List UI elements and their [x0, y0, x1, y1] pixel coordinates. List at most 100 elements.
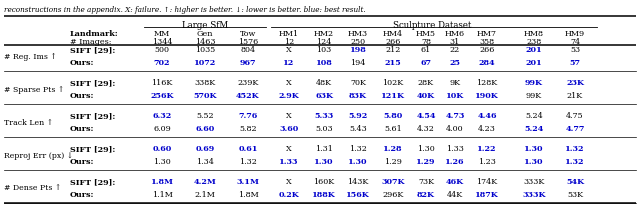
Text: HM6: HM6	[445, 30, 465, 38]
Text: 238: 238	[526, 38, 541, 46]
Text: 4.54: 4.54	[416, 112, 436, 120]
Text: 296K: 296K	[382, 191, 404, 199]
Text: 67: 67	[420, 59, 431, 67]
Text: 1.22: 1.22	[477, 145, 497, 153]
Text: 23K: 23K	[566, 79, 584, 87]
Text: 190K: 190K	[475, 92, 499, 100]
Text: 9K: 9K	[449, 79, 461, 87]
Text: 1.32: 1.32	[239, 158, 257, 166]
Text: 143K: 143K	[348, 178, 369, 186]
Text: 124: 124	[316, 38, 332, 46]
Text: 1.29: 1.29	[416, 158, 436, 166]
Text: 1.8M: 1.8M	[150, 178, 173, 186]
Text: 1.31: 1.31	[315, 145, 333, 153]
Text: 1.28: 1.28	[383, 145, 403, 153]
Text: 201: 201	[525, 59, 542, 67]
Text: 188K: 188K	[312, 191, 336, 199]
Text: 338K: 338K	[195, 79, 216, 87]
Text: HM3: HM3	[348, 30, 368, 38]
Text: 266: 266	[479, 46, 495, 54]
Text: 12: 12	[284, 59, 294, 67]
Text: 4.32: 4.32	[417, 125, 435, 133]
Text: 1463: 1463	[195, 38, 215, 46]
Text: 46K: 46K	[446, 178, 464, 186]
Text: 31: 31	[450, 38, 460, 46]
Text: 1.30: 1.30	[314, 158, 333, 166]
Text: 160K: 160K	[314, 178, 335, 186]
Text: HM5: HM5	[416, 30, 436, 38]
Text: 1.29: 1.29	[384, 158, 402, 166]
Text: 1.34: 1.34	[196, 158, 214, 166]
Text: 284: 284	[479, 59, 495, 67]
Text: 6.60: 6.60	[195, 125, 214, 133]
Text: 28K: 28K	[418, 79, 434, 87]
Text: 108: 108	[316, 59, 332, 67]
Text: 804: 804	[241, 46, 255, 54]
Text: 21K: 21K	[567, 92, 583, 100]
Text: 1.23: 1.23	[478, 158, 496, 166]
Text: 48K: 48K	[316, 79, 332, 87]
Text: 333K: 333K	[522, 191, 546, 199]
Text: 194: 194	[350, 59, 365, 67]
Text: 174K: 174K	[476, 178, 498, 186]
Text: 0.60: 0.60	[152, 145, 172, 153]
Text: 10K: 10K	[446, 92, 464, 100]
Text: reconstructions in the appendix. X: failure. ↑: higher is better. ↓: lower is be: reconstructions in the appendix. X: fail…	[4, 6, 365, 14]
Text: 5.82: 5.82	[239, 125, 257, 133]
Text: 83K: 83K	[349, 92, 367, 100]
Text: 5.52: 5.52	[196, 112, 214, 120]
Text: X: X	[286, 79, 292, 87]
Text: 3.1M: 3.1M	[237, 178, 259, 186]
Text: 0.69: 0.69	[195, 145, 214, 153]
Text: 5.03: 5.03	[315, 125, 333, 133]
Text: 256K: 256K	[150, 92, 173, 100]
Text: 99K: 99K	[525, 79, 543, 87]
Text: 307K: 307K	[381, 178, 404, 186]
Text: 4.75: 4.75	[566, 112, 584, 120]
Text: X: X	[286, 145, 292, 153]
Text: 198: 198	[349, 46, 366, 54]
Text: 0.61: 0.61	[238, 145, 258, 153]
Text: 1.30: 1.30	[348, 158, 368, 166]
Text: 5.24: 5.24	[525, 112, 543, 120]
Text: 70K: 70K	[350, 79, 366, 87]
Text: 212: 212	[385, 46, 401, 54]
Text: 266: 266	[385, 38, 401, 46]
Text: SIFT [29]:: SIFT [29]:	[70, 145, 115, 153]
Text: 1072: 1072	[194, 59, 216, 67]
Text: MM: MM	[154, 30, 170, 38]
Text: 1.30: 1.30	[417, 145, 435, 153]
Text: # Sparse Pts ↑: # Sparse Pts ↑	[4, 86, 65, 94]
Text: HM2: HM2	[314, 30, 334, 38]
Text: 702: 702	[154, 59, 170, 67]
Text: HM9: HM9	[565, 30, 585, 38]
Text: Ours:: Ours:	[70, 158, 95, 166]
Text: 5.43: 5.43	[349, 125, 367, 133]
Text: 215: 215	[385, 59, 401, 67]
Text: 57: 57	[570, 59, 580, 67]
Text: 99K: 99K	[526, 92, 542, 100]
Text: 156K: 156K	[346, 191, 370, 199]
Text: 967: 967	[240, 59, 256, 67]
Text: Ours:: Ours:	[70, 191, 95, 199]
Text: # Images:: # Images:	[70, 38, 111, 46]
Text: 570K: 570K	[193, 92, 217, 100]
Text: 53: 53	[570, 46, 580, 54]
Text: 61: 61	[421, 46, 431, 54]
Text: Gen: Gen	[196, 30, 213, 38]
Text: HM1: HM1	[279, 30, 299, 38]
Text: HM8: HM8	[524, 30, 544, 38]
Text: X: X	[286, 178, 292, 186]
Text: SIFT [29]:: SIFT [29]:	[70, 46, 115, 54]
Text: 5.33: 5.33	[314, 112, 333, 120]
Text: 40K: 40K	[417, 92, 435, 100]
Text: Sculpture Dataset: Sculpture Dataset	[393, 21, 471, 30]
Text: X: X	[286, 112, 292, 120]
Text: 1.32: 1.32	[565, 145, 585, 153]
Text: 54K: 54K	[566, 178, 584, 186]
Text: 1.30: 1.30	[524, 145, 544, 153]
Text: SIFT [29]:: SIFT [29]:	[70, 178, 115, 186]
Text: 73K: 73K	[418, 178, 434, 186]
Text: 452K: 452K	[236, 92, 260, 100]
Text: Track Len ↑: Track Len ↑	[4, 119, 53, 126]
